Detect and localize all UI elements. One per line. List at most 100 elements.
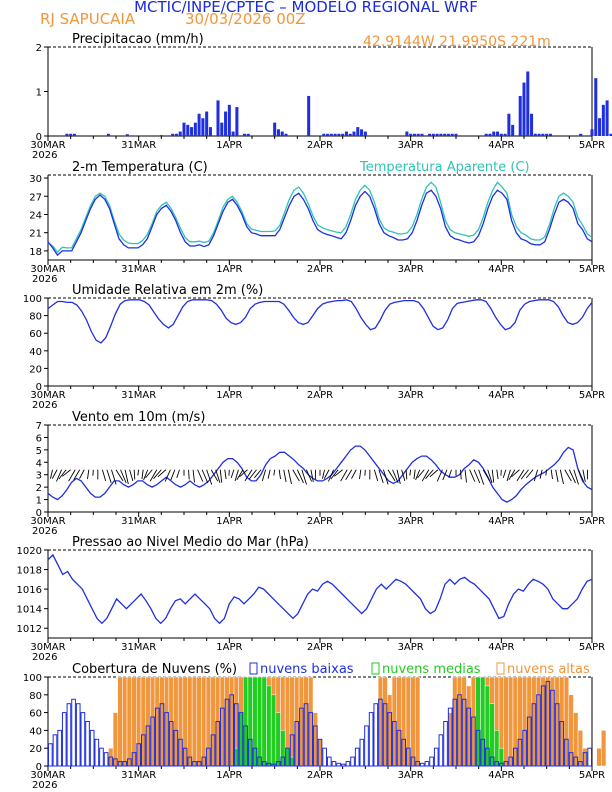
cloud-bar (266, 685, 272, 767)
precip-bar (526, 71, 530, 136)
precip-bar (106, 133, 110, 136)
cloud-bar (378, 698, 383, 767)
cloud-bar (112, 712, 118, 767)
wind-vector (137, 469, 140, 476)
cloud-bar (508, 676, 514, 767)
precip-bar (541, 133, 545, 136)
wind-vector (396, 469, 401, 485)
precip-bar (337, 133, 341, 136)
cloud-bar (424, 761, 430, 767)
wind-vector (330, 469, 339, 480)
panel-title: Pressao ao Nivel Medio do Mar (hPa) (72, 535, 309, 550)
wind-vector (197, 469, 204, 482)
cloud-bar (103, 752, 109, 767)
cloud-bar (568, 752, 574, 767)
cloud-bar (368, 712, 374, 767)
cloud-bar (270, 694, 277, 767)
cloud-bar (313, 725, 318, 767)
precip-bar (590, 129, 594, 136)
precip-bar (545, 133, 549, 136)
y-tick-label: 60 (29, 329, 42, 340)
precip-bar (174, 133, 178, 136)
cloud-bar (159, 703, 165, 767)
precip-bar (182, 122, 186, 136)
cloud-bar (387, 712, 393, 767)
x-tick-label: 30MAR (30, 390, 65, 401)
cloud-bar (573, 756, 579, 767)
precip-bar (201, 118, 205, 136)
wind-vector (287, 469, 292, 485)
y-tick-label: 100 (23, 294, 42, 305)
x-tick-label: 5APR (579, 642, 605, 653)
x-tick-label: 4APR (488, 516, 514, 527)
x-tick-label: 3APR (398, 770, 424, 781)
x-tick-label: 5APR (579, 390, 605, 401)
precip-bar (280, 131, 284, 136)
y-tick-label: 0 (36, 132, 42, 143)
cloud-bar (419, 762, 425, 767)
cloud-bar (577, 730, 583, 767)
wind-vector (58, 469, 67, 480)
cloud-bar (154, 707, 160, 767)
cloud-bar (215, 721, 221, 767)
precip-bar (69, 133, 73, 136)
wind-vector (491, 469, 495, 483)
x-tick-label: 1APR (216, 140, 242, 151)
cloud-bar (266, 762, 272, 767)
x-tick-label: 3APR (398, 390, 424, 401)
wind-vector (496, 469, 499, 480)
x-tick-label: 3APR (398, 642, 424, 653)
x-tick-label: 31MAR (121, 264, 156, 275)
x-tick-label: 5APR (579, 140, 605, 151)
x-tick-year: 2026 (32, 400, 57, 411)
cloud-bar (410, 756, 416, 767)
precip-bar (405, 131, 409, 136)
cloud-bar (345, 761, 351, 767)
x-tick-label: 30MAR (30, 264, 65, 275)
cloud-bar (57, 729, 62, 767)
cloud-bar (192, 761, 197, 767)
precip-bar (431, 133, 435, 136)
wind-vector (442, 469, 448, 481)
precip-bar (533, 133, 537, 136)
cloud-bar (457, 694, 462, 767)
wind-vector (305, 469, 313, 482)
y-tick-label: 6 (36, 433, 42, 444)
cloud-bar (359, 738, 365, 767)
precip-bar (488, 133, 492, 136)
y-tick-label: 1 (36, 88, 42, 99)
cloud-bar (401, 738, 407, 767)
cloud-bar (303, 703, 309, 767)
precip-bar (326, 133, 330, 136)
wind-vector (559, 469, 564, 485)
wind-vector (283, 469, 287, 482)
cloud-bar (168, 721, 174, 767)
cloud-bar (410, 676, 416, 767)
wind-vector (334, 469, 343, 477)
cloud-bar (113, 758, 118, 767)
cloud-bar (466, 707, 472, 767)
wind-vector (516, 469, 525, 482)
y-tick-label: 1016 (17, 585, 42, 596)
y-tick-label: 21 (29, 229, 42, 240)
cloud-bar (294, 721, 300, 767)
x-tick-label: 2APR (307, 390, 333, 401)
precip-bar (322, 133, 326, 136)
y-tick-label: 20 (29, 744, 42, 755)
cloud-bar (499, 762, 504, 767)
precip-bar (492, 131, 496, 136)
cloud-bar (438, 734, 444, 767)
wind-vector (248, 469, 257, 480)
y-tick-label: 30 (29, 174, 42, 185)
wind-vector (482, 469, 491, 482)
x-tick-year: 2026 (32, 274, 57, 285)
precip-bar (246, 133, 250, 136)
x-tick-label: 31MAR (121, 140, 156, 151)
x-tick-label: 31MAR (121, 770, 156, 781)
cloud-bar (554, 703, 560, 767)
cloud-bar (350, 756, 355, 767)
wind-vector (301, 469, 307, 485)
precip-bar (190, 127, 194, 136)
